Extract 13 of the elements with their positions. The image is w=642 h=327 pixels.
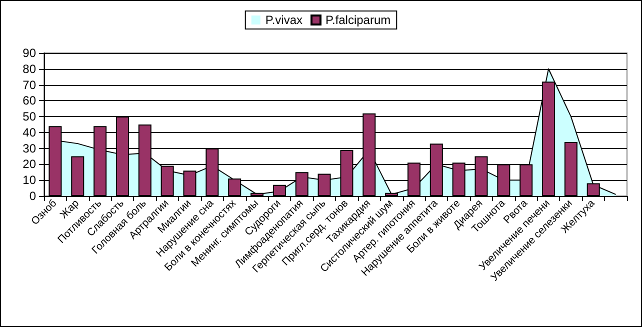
y-tick-label: 60 — [22, 94, 36, 108]
y-tick-label: 80 — [22, 62, 36, 76]
legend-label: P.falciparum — [325, 13, 391, 27]
y-tick-label: 90 — [22, 46, 36, 60]
y-tick-label: 30 — [22, 141, 36, 156]
y-tick-label: 0 — [29, 189, 36, 203]
y-tick-label: 70 — [22, 78, 36, 92]
y-tick-label: 10 — [22, 173, 36, 188]
legend-label: P.vivax — [265, 13, 303, 27]
y-tick-label: 40 — [22, 125, 36, 140]
bar — [71, 156, 84, 196]
y-tick-label: 50 — [22, 110, 36, 124]
y-tick-label: 20 — [22, 157, 36, 172]
